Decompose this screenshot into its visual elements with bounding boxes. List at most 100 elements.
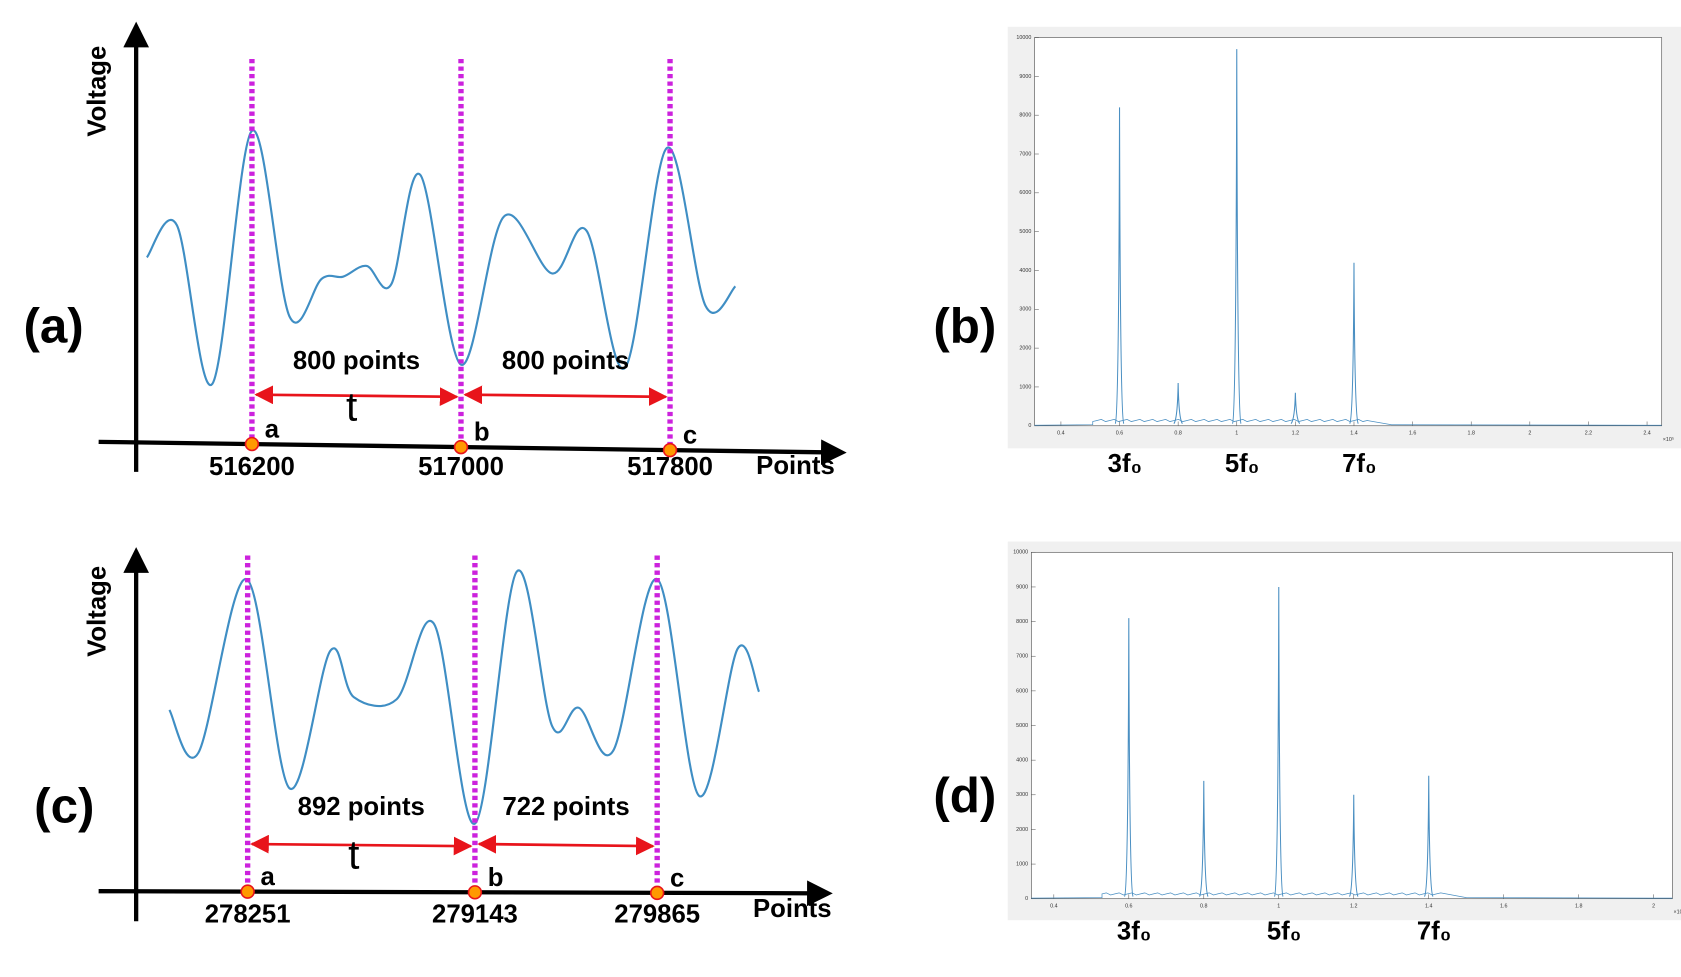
harmonic-label: 7f₀ <box>1342 450 1376 478</box>
marker-name: b <box>488 864 504 892</box>
harmonic-label: 7f₀ <box>1417 917 1451 945</box>
interval-arrow <box>250 834 473 856</box>
marker-position: 279143 <box>432 900 518 928</box>
marker-point <box>240 884 255 899</box>
x-tick-label: 2 <box>1652 903 1655 909</box>
y-tick-label: 0 <box>1025 896 1028 902</box>
y-tick-label: 10000 <box>1013 550 1028 556</box>
marker-point <box>244 436 260 452</box>
panel-label: (a) <box>23 298 83 353</box>
x-tick-label: 0.6 <box>1125 903 1132 909</box>
marker-position: 516200 <box>209 453 295 481</box>
noise-floor <box>1034 419 1662 426</box>
y-tick-label: 4000 <box>1019 268 1031 274</box>
spectral-peak <box>1349 262 1359 424</box>
x-tick-label: 1.2 <box>1292 430 1299 436</box>
plot-area <box>1034 37 1663 427</box>
spectral-peak <box>1173 383 1183 424</box>
spectral-peak <box>1231 49 1242 424</box>
marker-position: 517800 <box>627 453 713 481</box>
y-tick-label: 6000 <box>1019 190 1031 196</box>
x-tick-label: 0.4 <box>1050 903 1057 909</box>
x-axis <box>98 880 833 907</box>
marker-name: c <box>683 422 697 450</box>
x-tick-label: 2.2 <box>1585 430 1592 436</box>
interval-arrow <box>477 834 655 856</box>
marker-name: a <box>265 416 280 444</box>
y-tick-label: 1000 <box>1019 384 1031 390</box>
x-tick-label: 1 <box>1277 903 1280 909</box>
waveform <box>145 129 737 386</box>
spectral-peak <box>1273 586 1284 897</box>
x-tick-label: 1.4 <box>1425 903 1432 909</box>
x-axis-label: Points <box>756 452 835 480</box>
y-tick-label: 5000 <box>1016 723 1028 729</box>
marker-point <box>467 885 483 900</box>
y-axis-label: Voltage <box>83 566 111 657</box>
x-axis-label: Points <box>753 895 832 923</box>
y-tick-label: 9000 <box>1019 74 1031 80</box>
marker-position: 279865 <box>614 900 700 928</box>
x-scale-label: ×10⁵ <box>1663 437 1674 443</box>
y-tick-label: 1000 <box>1016 861 1028 867</box>
y-tick-label: 8000 <box>1019 113 1031 119</box>
x-tick-label: 1.6 <box>1409 430 1416 436</box>
y-tick-label: 7000 <box>1016 654 1028 660</box>
x-tick-label: 1 <box>1235 430 1238 436</box>
interval-arrow <box>254 385 459 407</box>
spectral-peak <box>1124 618 1134 897</box>
harmonic-label: 3f₀ <box>1108 450 1142 478</box>
marker-point <box>649 885 665 901</box>
panel-label: (b) <box>933 298 996 353</box>
spectral-peak <box>1423 775 1434 897</box>
harmonic-label: 5f₀ <box>1267 917 1301 945</box>
spectral-peak <box>1199 780 1209 897</box>
marker-name: c <box>670 864 684 892</box>
x-tick-label: 1.6 <box>1500 903 1507 909</box>
x-tick-label: 0.8 <box>1174 430 1181 436</box>
panel-label: (c) <box>34 779 94 834</box>
x-scale-label: ×10⁵ <box>1673 910 1681 916</box>
y-tick-label: 5000 <box>1019 229 1031 235</box>
marker-name: b <box>474 419 490 447</box>
x-tick-label: 1.4 <box>1350 430 1357 436</box>
period-symbol: t <box>348 832 360 878</box>
y-tick-label: 3000 <box>1019 307 1031 313</box>
interval-label: 722 points <box>502 793 629 821</box>
marker-position: 517000 <box>418 453 504 481</box>
spectral-peak <box>1348 794 1359 897</box>
x-tick-label: 0.6 <box>1116 430 1123 436</box>
y-tick-label: 8000 <box>1016 619 1028 625</box>
y-tick-label: 9000 <box>1016 584 1028 590</box>
interval-label: 800 points <box>502 347 629 375</box>
x-tick-label: 1.2 <box>1350 903 1357 909</box>
y-axis-label: Voltage <box>83 46 111 137</box>
y-tick-label: 7000 <box>1019 151 1031 157</box>
interval-arrow <box>463 385 668 407</box>
x-tick-label: 1.8 <box>1467 430 1474 436</box>
y-tick-label: 10000 <box>1016 35 1031 41</box>
x-tick-label: 2 <box>1528 430 1531 436</box>
y-tick-label: 4000 <box>1016 758 1028 764</box>
y-tick-label: 0 <box>1028 423 1031 429</box>
noise-floor <box>1031 892 1673 899</box>
y-tick-label: 3000 <box>1016 792 1028 798</box>
panel-label: (d) <box>933 768 996 823</box>
interval-label: 800 points <box>293 347 420 375</box>
interval-label: 892 points <box>298 793 425 821</box>
x-tick-label: 2.4 <box>1643 430 1650 436</box>
plot-area <box>1031 551 1673 900</box>
marker-point <box>662 442 678 458</box>
harmonic-label: 3f₀ <box>1117 917 1151 945</box>
marker-position: 278251 <box>205 900 291 928</box>
waveform <box>168 569 761 825</box>
marker-point <box>453 439 469 455</box>
y-tick-label: 2000 <box>1019 346 1031 352</box>
y-tick-label: 6000 <box>1016 688 1028 694</box>
harmonic-label: 5f₀ <box>1225 450 1259 478</box>
spectral-peak <box>1290 392 1301 424</box>
x-tick-label: 1.8 <box>1575 903 1582 909</box>
x-tick-label: 0.4 <box>1057 430 1064 436</box>
period-symbol: t <box>346 383 358 429</box>
